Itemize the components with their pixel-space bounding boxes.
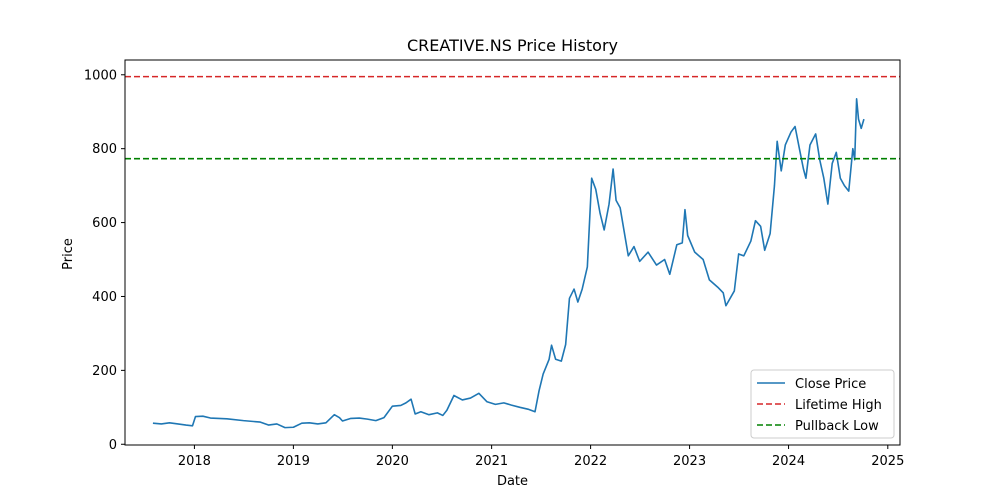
legend-label: Pullback Low [795,419,879,434]
legend-label: Close Price [795,377,866,392]
y-axis-title: Price [61,238,76,270]
y-tick-label: 400 [92,290,117,305]
x-tick-label: 2024 [772,454,805,469]
x-tick-label: 2025 [871,454,904,469]
y-axis-ticks: 0 200 400 600 800 1000 [84,68,125,453]
chart-title: CREATIVE.NS Price History [407,36,618,55]
y-tick-label: 1000 [84,68,117,83]
x-tick-label: 2020 [376,454,409,469]
y-tick-label: 800 [92,142,117,157]
legend: Close Price Lifetime High Pullback Low [750,369,895,439]
x-tick-label: 2021 [475,454,508,469]
x-tick-label: 2019 [277,454,310,469]
legend-label: Lifetime High [795,398,882,413]
x-axis-ticks: 2018 2019 2020 2021 2022 2023 2024 2025 [178,445,904,469]
legend-box [750,369,895,439]
y-tick-label: 600 [92,216,117,231]
plot-frame [124,59,901,446]
plot-area [124,59,901,446]
y-tick-label: 200 [92,364,117,379]
x-tick-label: 2023 [673,454,706,469]
x-tick-label: 2018 [178,454,211,469]
x-tick-label: 2022 [574,454,607,469]
close-price-line [152,98,865,429]
x-axis-title: Date [497,474,528,489]
y-tick-label: 0 [109,438,117,453]
